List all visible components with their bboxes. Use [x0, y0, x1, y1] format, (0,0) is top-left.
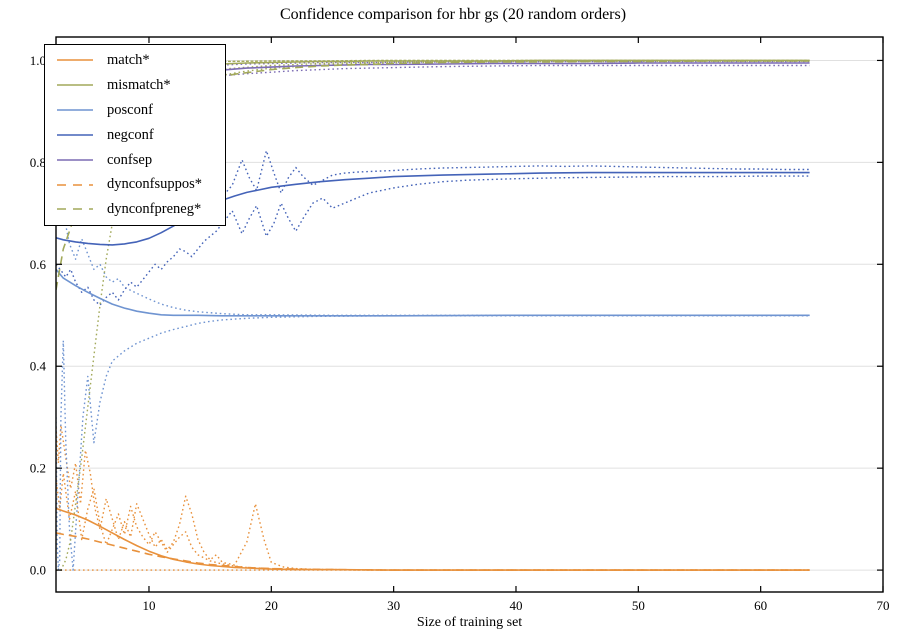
legend-item-confsep: confsep	[45, 148, 225, 172]
legend-item-label: dynconfpreneg*	[107, 201, 202, 218]
series-dynconfsuppos	[56, 532, 810, 571]
legend-item-label: dynconfsuppos*	[107, 176, 203, 193]
legend-item-dynconfpreneg: dynconfpreneg*	[45, 197, 225, 221]
legend-item-label: posconf	[107, 101, 153, 118]
legend-line-sample	[57, 208, 93, 211]
x-tick-label: 50	[632, 598, 645, 613]
legend-item-label: mismatch*	[107, 77, 171, 94]
legend-item-label: match*	[107, 52, 150, 69]
y-tick-label: 0.2	[30, 461, 46, 476]
series-match-upper-bound	[56, 424, 810, 571]
x-axis-label: Size of training set	[416, 615, 523, 630]
series-negconf	[56, 171, 810, 246]
legend-line-sample	[57, 59, 93, 62]
legend-item-match: match*	[45, 48, 225, 72]
y-tick-label: 0.0	[30, 563, 46, 578]
y-tick-label: 1.0	[30, 53, 46, 68]
x-tick-label: 70	[877, 598, 890, 613]
x-tick-label: 60	[754, 598, 767, 613]
y-tick-label: 0.4	[30, 359, 47, 374]
series-negconf-lower-bound	[56, 175, 810, 306]
legend-item-label: negconf	[107, 126, 154, 143]
chart-title: Confidence comparison for hbr gs (20 ran…	[279, 6, 627, 23]
legend-line-sample	[57, 84, 93, 87]
legend-line-sample	[57, 134, 93, 136]
y-tick-label: 0.6	[30, 257, 47, 272]
legend-line-sample	[57, 158, 93, 161]
series-posconf	[56, 268, 810, 317]
legend-line-sample	[57, 109, 93, 111]
legend-item-label: confsep	[107, 151, 153, 168]
legend-item-dynconfsuppos: dynconfsuppos*	[45, 173, 225, 197]
x-tick-label: 20	[265, 598, 278, 613]
x-tick-label: 10	[142, 598, 155, 613]
x-tick-label: 30	[387, 598, 400, 613]
series-posconf-lower-bound	[56, 315, 810, 571]
legend: match* mismatch* posconf negconf confsep…	[44, 44, 226, 226]
legend-item-posconf: posconf	[45, 98, 225, 122]
x-tick-label: 40	[509, 598, 522, 613]
y-tick-label: 0.8	[30, 155, 46, 170]
legend-item-negconf: negconf	[45, 123, 225, 147]
legend-line-sample	[57, 183, 93, 186]
legend-item-mismatch: mismatch*	[45, 73, 225, 97]
plot-frame	[55, 36, 884, 593]
series-negconf-upper-bound	[56, 141, 810, 220]
